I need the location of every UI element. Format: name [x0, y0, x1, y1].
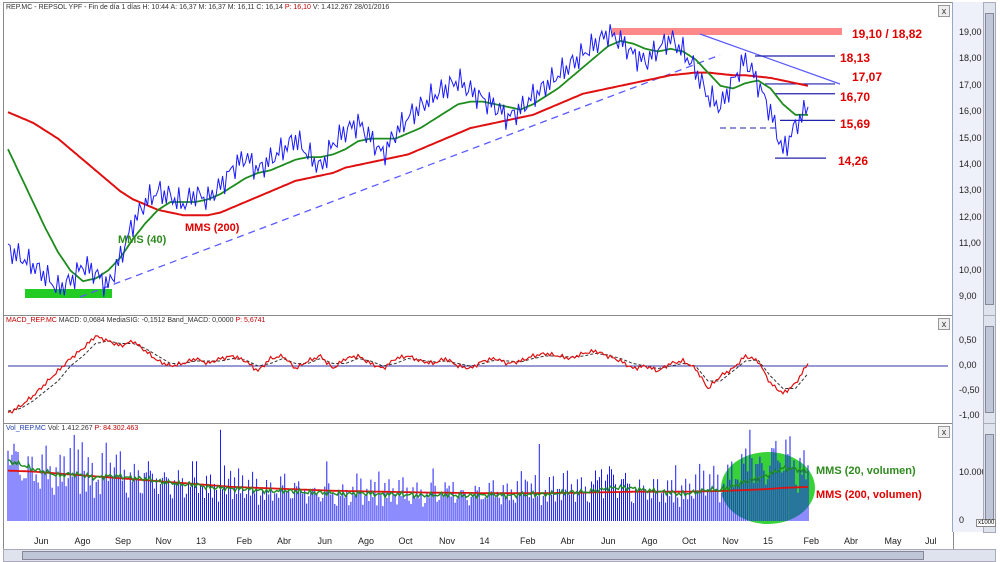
x-tick-label: Sep [115, 536, 132, 546]
x-tick-label: Ago [358, 536, 375, 546]
y-tick-label: 0,00 [959, 360, 977, 370]
price-line [7, 24, 809, 297]
y-tick-label: 10.000 [959, 467, 987, 477]
x-tick-label: 14 [479, 536, 490, 546]
symbol-label: REP.MC [6, 4, 33, 11]
period-label: Fin de día 1 días [88, 4, 141, 11]
company-name: REPSOL YPF [38, 4, 83, 11]
x-tick-label: Feb [803, 536, 820, 546]
y-tick-label: -1,00 [959, 410, 980, 420]
units-tag: x1000 [976, 519, 997, 527]
x-tick-label: 15 [763, 536, 774, 546]
header-c: C: 16,14 [256, 4, 283, 11]
macd-header: MACD_REP.MC MACD: 0,0684 MediaSIG: -0,15… [6, 317, 265, 324]
vol-value: Vol: 1.412.267 [47, 425, 93, 432]
ma40-line [7, 39, 808, 283]
annotation-level-1707: 17,07 [852, 70, 883, 84]
y-tick-label: 9,00 [959, 291, 977, 301]
y-tick-label: 19,00 [959, 27, 982, 37]
support-zone [25, 289, 112, 298]
annotation-level-1569: 15,69 [840, 117, 871, 131]
vol-p-value: P: 84.302.463 [94, 425, 139, 432]
price-pane[interactable]: REP.MC - REPSOL YPF - Fin de día 1 días … [3, 2, 954, 316]
scroll-thumb[interactable] [22, 551, 924, 560]
x-tick-label: Nov [155, 536, 172, 546]
macd-name: MACD_REP.MC [6, 317, 57, 324]
y-tick-label: 14,00 [959, 159, 982, 169]
y-tick-label: 13,00 [959, 185, 982, 196]
annotation-mms200: MMS (200) [185, 222, 240, 234]
macd-value: MACD: 0,0684 [58, 317, 105, 324]
close-icon[interactable]: x [938, 5, 950, 17]
y-tick-label: 10,00 [959, 264, 982, 275]
volume-scrollbar[interactable] [983, 423, 996, 533]
annotation-vol-mms200: MMS (200, volumen) [816, 489, 922, 501]
volume-header: Vol_REP.MC Vol: 1.412.267 P: 84.302.463 [6, 425, 138, 432]
x-tick-label: May [884, 536, 902, 546]
close-icon[interactable]: x [938, 318, 950, 330]
annotation-mms40: MMS (40) [118, 234, 167, 246]
macd-line [7, 335, 809, 414]
y-tick-label: 0 [959, 515, 965, 525]
x-tick-label: Oct [682, 536, 697, 546]
y-tick-label: 16,00 [959, 106, 982, 117]
uptrend-line [79, 54, 721, 298]
downtrend-line [699, 33, 841, 85]
header-v: V: 1.412.267 [312, 4, 353, 11]
y-tick-label: 12,00 [959, 211, 982, 222]
y-tick-label: -0,50 [959, 385, 980, 395]
x-tick-label: Nov [439, 536, 456, 546]
x-tick-label: Abr [560, 536, 575, 546]
price-header: REP.MC - REPSOL YPF - Fin de día 1 días … [6, 4, 390, 11]
resistance-zone [612, 28, 842, 35]
vol-ma200-line [7, 469, 809, 495]
macd-pane[interactable]: MACD_REP.MC MACD: 0,0684 MediaSIG: -0,15… [3, 315, 954, 424]
x-tick-label: Abr [844, 536, 859, 546]
close-icon[interactable]: x [938, 426, 950, 438]
annotation-vol-mms20: MMS (20, volumen) [816, 465, 916, 477]
x-tick-label: Ago [74, 536, 91, 546]
ma200-line [7, 71, 809, 217]
header-m: M: 16,37 [198, 4, 226, 11]
x-tick-label: Jun [601, 536, 616, 546]
x-tick-label: Abr [277, 536, 292, 546]
header-m2: M: 16,11 [227, 4, 255, 11]
annotation-level-1670: 16,70 [840, 90, 871, 104]
x-tick-label: Feb [520, 536, 536, 546]
header-h: H: 10:44 [142, 4, 169, 11]
macd-signal-line [7, 340, 809, 412]
header-a: A: 16,37 [170, 4, 197, 11]
price-scrollbar[interactable] [983, 2, 996, 316]
x-tick-label: 13 [196, 536, 207, 546]
scroll-thumb[interactable] [985, 326, 994, 413]
x-tick-label: Nov [722, 536, 739, 546]
x-tick-label: Oct [398, 536, 413, 546]
x-tick-label: Jun [317, 536, 333, 546]
annotation-resistance-top: 19,10 / 18,82 [852, 27, 923, 41]
scroll-thumb[interactable] [985, 13, 994, 305]
header-p: P: 16,10 [284, 4, 311, 11]
vol-ma20-line [7, 459, 809, 500]
y-tick-label: 17,00 [959, 79, 982, 90]
x-tick-label: Ago [641, 536, 658, 546]
y-tick-label: 0,50 [959, 335, 977, 345]
macd-signal-value: MediaSIG: -0,1512 [106, 317, 166, 324]
macd-scrollbar[interactable] [983, 315, 996, 424]
macd-band-value: Band_MACD: 0,0000 [167, 317, 234, 324]
macd-p-value: P: 5,6741 [235, 317, 266, 324]
y-tick-label: 11,00 [959, 238, 981, 249]
x-tick-label: Jun [34, 536, 49, 546]
header-date: 28/01/2016 [354, 4, 390, 11]
annotation-level-1813: 18,13 [840, 51, 871, 65]
x-tick-label: Jul [925, 536, 937, 546]
y-tick-label: 18,00 [959, 53, 982, 64]
x-tick-label: Feb [236, 536, 253, 546]
annotation-level-1426: 14,26 [838, 154, 869, 168]
vol-name: Vol_REP.MC [6, 425, 46, 432]
y-tick-label: 15,00 [959, 132, 982, 143]
